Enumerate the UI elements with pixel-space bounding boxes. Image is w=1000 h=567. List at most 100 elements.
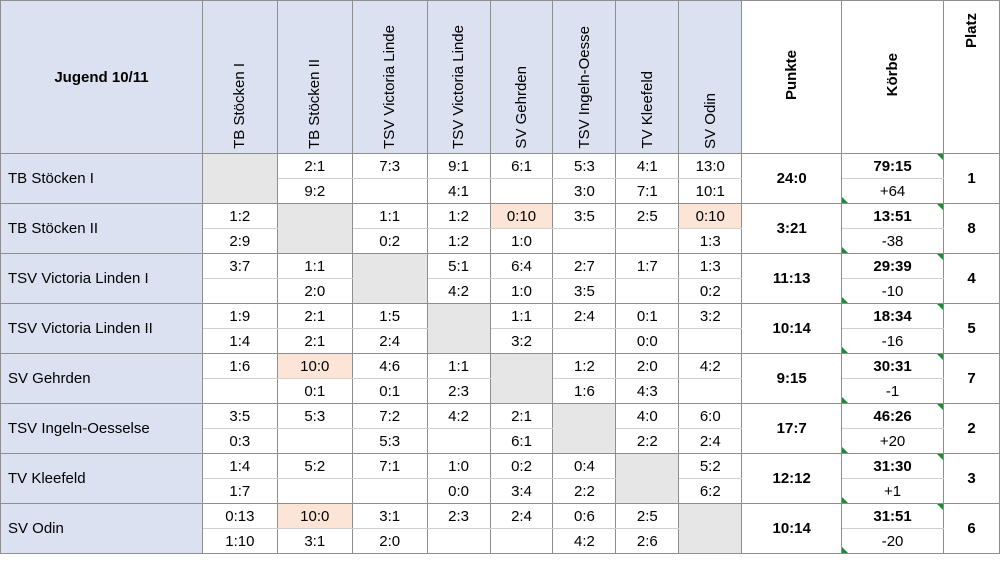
score-cell[interactable]: 7:3 xyxy=(351,153,428,179)
self-match-cell[interactable] xyxy=(276,203,353,254)
score-cell[interactable]: 0:2 xyxy=(489,453,554,479)
score-cell[interactable]: 4:2 xyxy=(678,353,743,379)
team-name-cell[interactable]: TSV Ingeln-Oesselse xyxy=(0,403,203,454)
platz-cell[interactable]: 1 xyxy=(943,153,1000,204)
team-name-cell[interactable]: TSV Victoria Linden I xyxy=(0,253,203,304)
platz-cell[interactable]: 2 xyxy=(943,403,1000,454)
score-cell[interactable]: 4:2 xyxy=(426,403,491,429)
platz-cell[interactable]: 7 xyxy=(943,353,1000,404)
score-cell[interactable]: 1:10 xyxy=(201,528,278,554)
score-cell[interactable]: 0:10 xyxy=(489,203,554,229)
score-cell[interactable]: 9:2 xyxy=(276,178,353,204)
team-name-cell[interactable]: TB Stöcken I xyxy=(0,153,203,204)
score-cell[interactable]: 0:10 xyxy=(678,203,743,229)
score-cell[interactable]: 5:2 xyxy=(678,453,743,479)
score-cell[interactable]: 4:1 xyxy=(426,178,491,204)
score-cell[interactable]: 3:5 xyxy=(552,203,617,229)
score-cell[interactable]: 7:1 xyxy=(351,453,428,479)
score-cell[interactable]: 1:4 xyxy=(201,328,278,354)
score-cell[interactable]: 7:2 xyxy=(351,403,428,429)
score-cell[interactable]: 13:0 xyxy=(678,153,743,179)
score-cell[interactable] xyxy=(201,278,278,304)
score-cell[interactable]: 2:4 xyxy=(489,503,554,529)
score-cell[interactable] xyxy=(678,328,743,354)
score-cell[interactable]: 0:3 xyxy=(201,428,278,454)
score-cell[interactable]: 3:1 xyxy=(276,528,353,554)
korb-diff-cell[interactable]: -20 xyxy=(841,528,944,554)
score-cell[interactable]: 6:0 xyxy=(678,403,743,429)
score-cell[interactable]: 1:3 xyxy=(678,228,743,254)
score-cell[interactable]: 1:1 xyxy=(489,303,554,329)
score-cell[interactable]: 2:4 xyxy=(351,328,428,354)
score-cell[interactable]: 5:2 xyxy=(276,453,353,479)
score-cell[interactable]: 2:0 xyxy=(276,278,353,304)
korb-diff-cell[interactable]: -16 xyxy=(841,328,944,354)
score-cell[interactable]: 6:4 xyxy=(489,253,554,279)
platz-cell[interactable]: 3 xyxy=(943,453,1000,504)
column-header-0[interactable]: TB Stöcken I xyxy=(201,0,278,154)
score-cell[interactable]: 5:1 xyxy=(426,253,491,279)
platz-cell[interactable]: 5 xyxy=(943,303,1000,354)
table-title[interactable]: Jugend 10/11 xyxy=(0,0,203,154)
score-cell[interactable] xyxy=(552,228,617,254)
score-cell[interactable]: 2:2 xyxy=(615,428,680,454)
score-cell[interactable] xyxy=(426,428,491,454)
score-cell[interactable]: 0:1 xyxy=(351,378,428,404)
punkte-cell[interactable]: 24:0 xyxy=(741,153,843,204)
punkte-cell[interactable]: 10:14 xyxy=(741,503,843,554)
koerbe-cell[interactable]: 30:31 xyxy=(841,353,944,379)
score-cell[interactable] xyxy=(678,378,743,404)
self-match-cell[interactable] xyxy=(552,403,617,454)
score-cell[interactable]: 1:1 xyxy=(351,203,428,229)
team-name-cell[interactable]: SV Odin xyxy=(0,503,203,554)
column-header-3[interactable]: TSV Victoria Linde xyxy=(426,0,491,154)
score-cell[interactable]: 6:1 xyxy=(489,153,554,179)
score-cell[interactable]: 1:2 xyxy=(201,203,278,229)
koerbe-cell[interactable]: 79:15 xyxy=(841,153,944,179)
score-cell[interactable]: 0:1 xyxy=(276,378,353,404)
score-cell[interactable]: 4:1 xyxy=(615,153,680,179)
team-name-cell[interactable]: TSV Victoria Linden II xyxy=(0,303,203,354)
score-cell[interactable]: 1:1 xyxy=(426,353,491,379)
score-cell[interactable]: 3:2 xyxy=(678,303,743,329)
score-cell[interactable]: 3:7 xyxy=(201,253,278,279)
score-cell[interactable]: 1:0 xyxy=(489,278,554,304)
score-cell[interactable]: 1:1 xyxy=(276,253,353,279)
korb-diff-cell[interactable]: +64 xyxy=(841,178,944,204)
self-match-cell[interactable] xyxy=(351,253,428,304)
score-cell[interactable]: 1:7 xyxy=(201,478,278,504)
self-match-cell[interactable] xyxy=(201,153,278,204)
self-match-cell[interactable] xyxy=(615,453,680,504)
platz-cell[interactable]: 6 xyxy=(943,503,1000,554)
punkte-cell[interactable]: 11:13 xyxy=(741,253,843,304)
score-cell[interactable]: 2:4 xyxy=(678,428,743,454)
score-cell[interactable] xyxy=(426,528,491,554)
team-name-cell[interactable]: SV Gehrden xyxy=(0,353,203,404)
self-match-cell[interactable] xyxy=(678,503,743,554)
score-cell[interactable]: 5:3 xyxy=(351,428,428,454)
score-cell[interactable]: 1:2 xyxy=(552,353,617,379)
score-cell[interactable]: 1:6 xyxy=(201,353,278,379)
score-cell[interactable] xyxy=(552,328,617,354)
koerbe-cell[interactable]: 31:30 xyxy=(841,453,944,479)
score-cell[interactable]: 2:1 xyxy=(489,403,554,429)
punkte-cell[interactable]: 3:21 xyxy=(741,203,843,254)
score-cell[interactable]: 1:9 xyxy=(201,303,278,329)
platz-cell[interactable]: 8 xyxy=(943,203,1000,254)
score-cell[interactable]: 1:3 xyxy=(678,253,743,279)
platz-header[interactable]: Platz xyxy=(943,0,1000,154)
punkte-cell[interactable]: 9:15 xyxy=(741,353,843,404)
score-cell[interactable]: 7:1 xyxy=(615,178,680,204)
koerbe-cell[interactable]: 29:39 xyxy=(841,253,944,279)
score-cell[interactable]: 0:0 xyxy=(615,328,680,354)
punkte-cell[interactable]: 17:7 xyxy=(741,403,843,454)
score-cell[interactable]: 3:0 xyxy=(552,178,617,204)
score-cell[interactable]: 0:6 xyxy=(552,503,617,529)
score-cell[interactable]: 0:2 xyxy=(351,228,428,254)
korb-diff-cell[interactable]: +20 xyxy=(841,428,944,454)
score-cell[interactable]: 5:3 xyxy=(276,403,353,429)
score-cell[interactable]: 6:2 xyxy=(678,478,743,504)
score-cell[interactable]: 0:13 xyxy=(201,503,278,529)
score-cell[interactable] xyxy=(615,278,680,304)
column-header-4[interactable]: SV Gehrden xyxy=(489,0,554,154)
